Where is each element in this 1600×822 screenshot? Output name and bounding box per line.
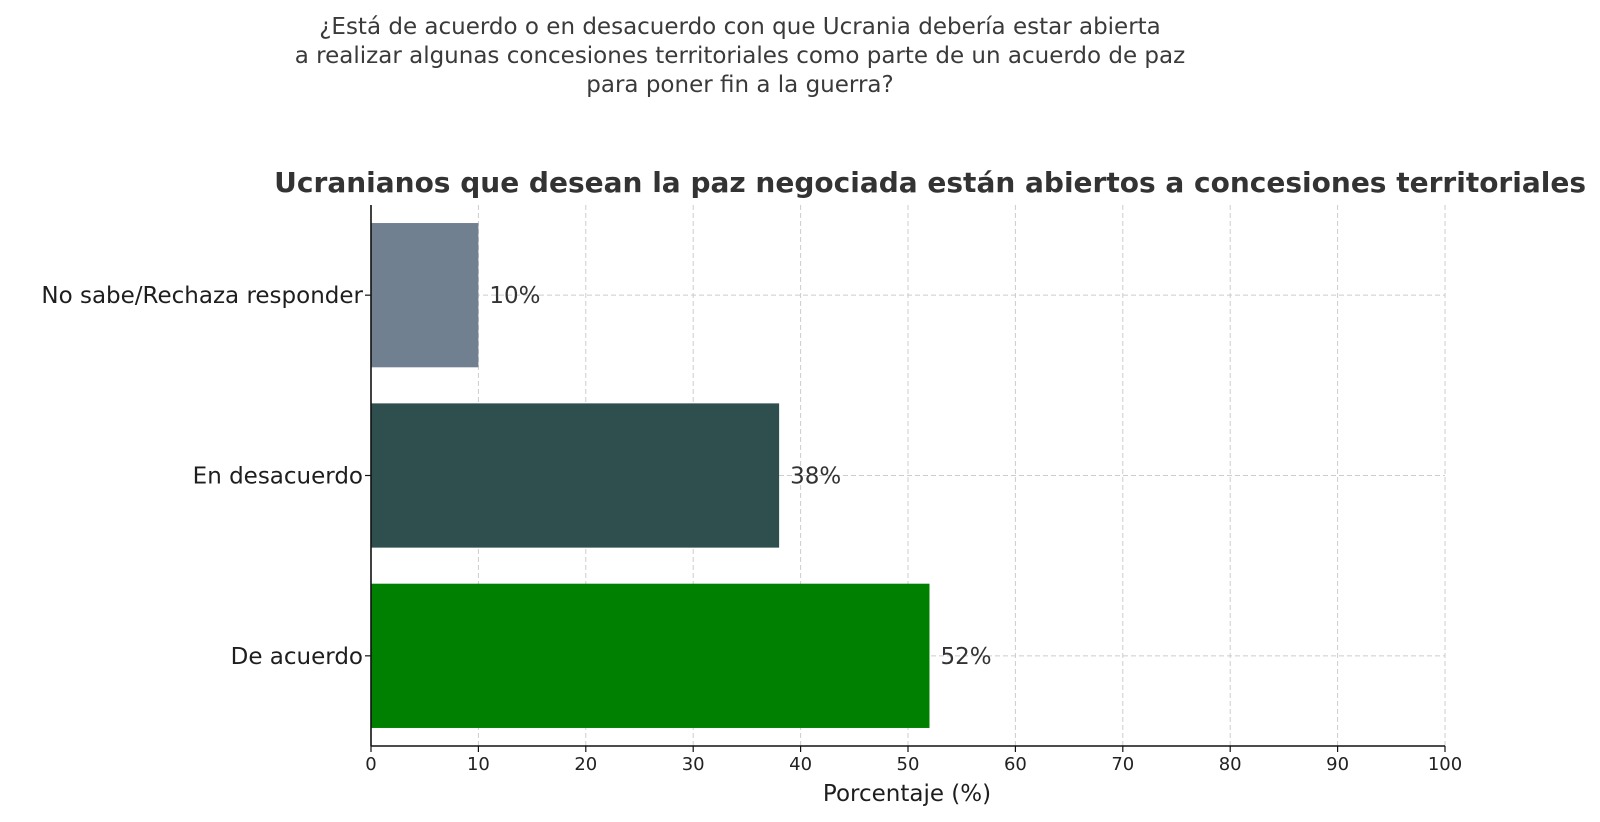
x-tick-label: 50 [897,754,920,775]
data-label-1: 52% [940,644,991,670]
x-tick-label: 80 [1219,754,1242,775]
labels: 52% 38% 10% De acuerdo En desacuerdo No sabe/… [41,283,1462,775]
bars [371,223,930,728]
bar-3 [371,223,479,368]
x-tick-label: 20 [574,754,597,775]
bar-2 [371,403,780,548]
bar-1 [371,583,930,728]
data-label-3: 10% [489,283,540,309]
x-tick-label: 60 [1004,754,1027,775]
data-label-2: 38% [790,464,841,490]
category-label-2: En desacuerdo [193,464,363,490]
category-label-1: De acuerdo [231,644,363,670]
x-axis-label: Porcentaje (%) [823,781,991,807]
x-tick-label: 40 [789,754,812,775]
question-line-2: a realizar algunas concesiones territori… [295,43,1185,69]
question-line-3: para poner fin a la guerra? [586,72,893,98]
x-tick-label: 100 [1428,754,1462,775]
x-tick-label: 70 [1111,754,1134,775]
x-tick-label: 0 [365,754,376,775]
chart-title: Ucranianos que desean la paz negociada e… [274,166,1586,199]
x-tick-label: 30 [682,754,705,775]
category-label-3: No sabe/Rechaza responder [41,283,363,309]
question-line-1: ¿Está de acuerdo o en desacuerdo con que… [319,14,1161,40]
x-tick-label: 90 [1326,754,1349,775]
question-text: ¿Está de acuerdo o en desacuerdo con que… [295,14,1185,98]
x-tick-label: 10 [467,754,490,775]
